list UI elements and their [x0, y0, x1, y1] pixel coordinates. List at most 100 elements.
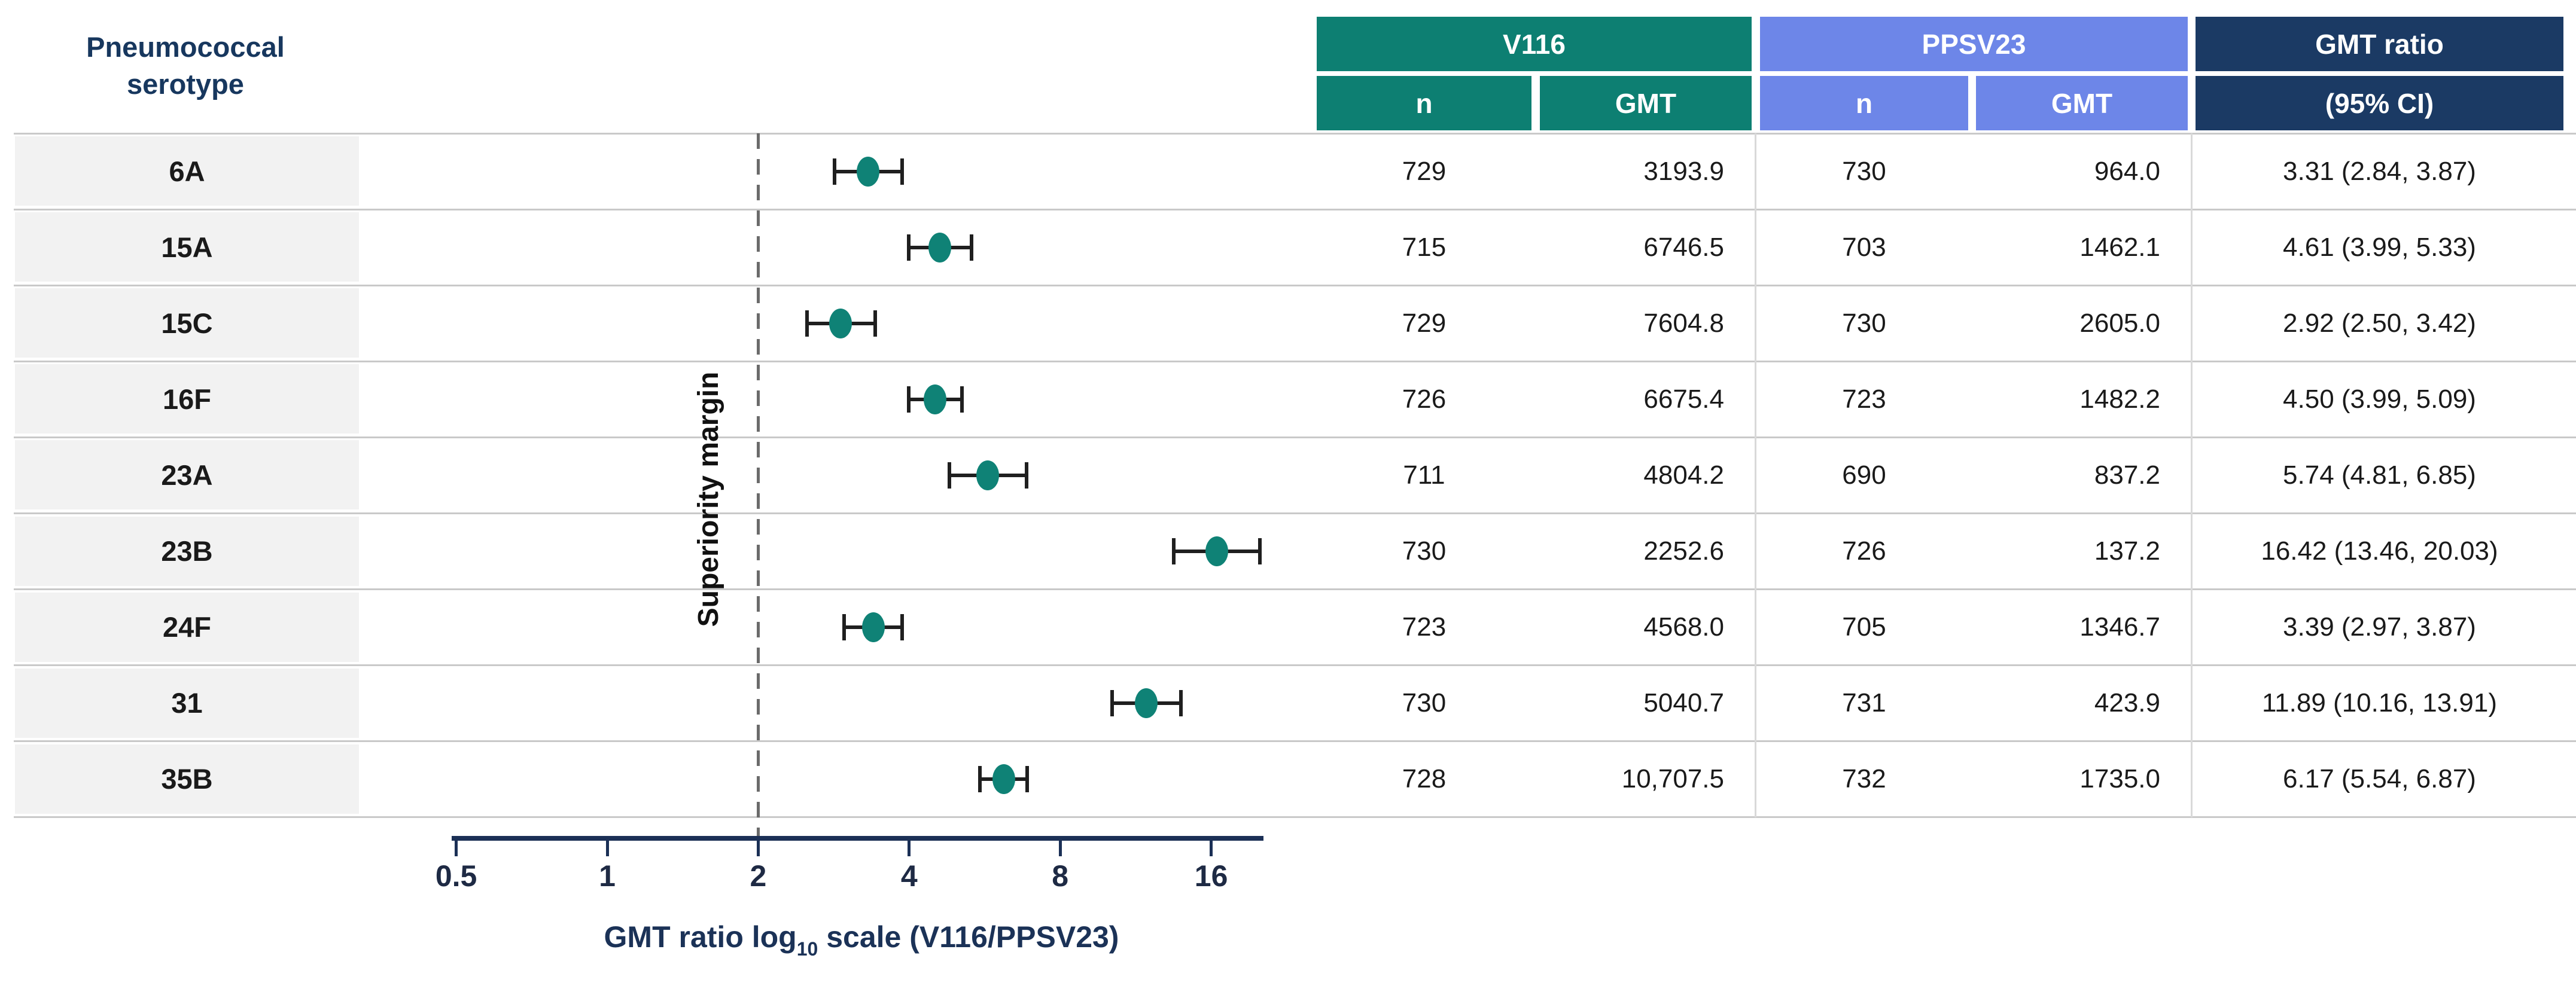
x-axis-tick-label: 2	[750, 859, 767, 893]
ci-cap-low	[947, 462, 951, 489]
gmt-ratio-point	[976, 460, 1000, 490]
table-cell-v116-gmt: 10,707.5	[1621, 764, 1724, 794]
x-axis-tick	[1058, 841, 1062, 856]
ci-cap-high	[873, 310, 877, 337]
gmt-ratio-point	[861, 612, 885, 643]
subheader-ppsv23-gmt: GMT	[1976, 76, 2188, 130]
x-axis-title-subscript: 10	[796, 938, 818, 960]
table-cell-ppsv23-gmt: 964.0	[2094, 156, 2160, 186]
x-axis-tick	[455, 841, 458, 856]
table-cell-v116-n: 726	[1402, 384, 1447, 414]
column-separator	[1755, 133, 1756, 817]
x-axis-tick	[1210, 841, 1213, 856]
row-gridline	[14, 816, 2576, 819]
ci-cap-low	[906, 386, 911, 413]
table-cell-ppsv23-gmt: 1346.7	[2079, 612, 2160, 642]
serotype-label: 15A	[15, 212, 359, 282]
ci-cap-low	[842, 614, 847, 641]
table-cell-v116-gmt: 4568.0	[1643, 612, 1724, 642]
gmt-ratio-point	[856, 156, 879, 187]
serotype-label: 16F	[15, 364, 359, 434]
table-cell-v116-n: 728	[1402, 764, 1447, 794]
subheader-v116-n: n	[1317, 76, 1531, 130]
x-axis-tick-label: 0.5	[435, 859, 477, 893]
table-cell-ppsv23-gmt: 1735.0	[2079, 764, 2160, 794]
table-cell-ppsv23-n: 726	[1842, 536, 1886, 566]
table-cell-ppsv23-n: 703	[1842, 232, 1886, 262]
subheader-ppsv23-n: n	[1760, 76, 1968, 130]
row-gridline	[14, 740, 2576, 743]
ci-cap-high	[1025, 766, 1029, 793]
ci-cap-low	[906, 234, 911, 261]
table-cell-ratio-text: 2.92 (2.50, 3.42)	[2283, 308, 2476, 338]
table-cell-v116-gmt: 3193.9	[1643, 156, 1724, 186]
table-cell-ratio-text: 5.74 (4.81, 6.85)	[2283, 460, 2476, 490]
table-cell-v116-n: 730	[1402, 688, 1447, 718]
serotype-label: 6A	[15, 136, 359, 206]
ci-cap-high	[1258, 538, 1262, 565]
row-gridline	[14, 664, 2576, 667]
ci-cap-low	[978, 766, 982, 793]
table-cell-ppsv23-gmt: 2605.0	[2079, 308, 2160, 338]
x-axis-tick	[756, 841, 760, 856]
table-cell-v116-n: 715	[1402, 232, 1447, 262]
gmt-ratio-point	[1205, 536, 1229, 567]
table-cell-ratio-text: 16.42 (13.46, 20.03)	[2261, 536, 2498, 566]
serotype-label: 23B	[15, 516, 359, 586]
table-cell-v116-gmt: 6746.5	[1643, 232, 1724, 262]
ci-cap-low	[805, 310, 809, 337]
row-gridline	[14, 284, 2576, 286]
table-cell-v116-gmt: 2252.6	[1643, 536, 1724, 566]
ci-cap-high	[970, 234, 974, 261]
ci-cap-high	[960, 386, 964, 413]
serotype-label: 15C	[15, 288, 359, 358]
table-cell-ppsv23-n: 705	[1842, 612, 1886, 642]
ci-cap-low	[833, 158, 837, 185]
x-axis-tick	[605, 841, 609, 856]
ci-cap-high	[1024, 462, 1028, 489]
table-cell-ratio-text: 6.17 (5.54, 6.87)	[2283, 764, 2476, 794]
x-axis-tick-label: 4	[900, 859, 918, 893]
table-cell-ppsv23-gmt: 837.2	[2094, 460, 2160, 490]
x-axis-tick	[908, 841, 911, 856]
table-cell-v116-n: 711	[1403, 460, 1445, 490]
serotype-label: 23A	[15, 440, 359, 510]
row-gridline	[14, 588, 2576, 591]
superiority-margin-line	[756, 133, 760, 838]
group-header-gmt-ratio: GMT ratio	[2196, 17, 2563, 71]
ci-cap-low	[1171, 538, 1176, 565]
table-cell-ratio-text: 4.50 (3.99, 5.09)	[2283, 384, 2476, 414]
table-cell-ratio-text: 3.39 (2.97, 3.87)	[2283, 612, 2476, 642]
table-cell-v116-n: 723	[1402, 612, 1447, 642]
table-cell-v116-n: 729	[1402, 156, 1447, 186]
serotype-label: 24F	[15, 592, 359, 662]
row-gridline	[14, 436, 2576, 438]
table-cell-ppsv23-n: 731	[1842, 688, 1886, 718]
x-axis-title: GMT ratio log10 scale (V116/PPSV23)	[479, 920, 1244, 960]
table-cell-ppsv23-gmt: 423.9	[2094, 688, 2160, 718]
group-header-v116: V116	[1317, 17, 1752, 71]
table-cell-v116-gmt: 6675.4	[1643, 384, 1724, 414]
table-cell-ppsv23-gmt: 1482.2	[2079, 384, 2160, 414]
x-axis-tick-label: 8	[1052, 859, 1069, 893]
gmt-ratio-point	[829, 308, 852, 338]
serotype-header-line1: Pneumococcal	[86, 31, 285, 63]
row-gridline	[14, 132, 2576, 135]
serotype-column-header: Pneumococcal serotype	[24, 29, 347, 103]
table-cell-v116-n: 730	[1402, 536, 1447, 566]
table-cell-ratio-text: 3.31 (2.84, 3.87)	[2283, 156, 2476, 186]
gmt-ratio-point	[928, 232, 952, 263]
gmt-ratio-point	[1135, 688, 1158, 719]
table-cell-ppsv23-n: 730	[1842, 308, 1886, 338]
row-gridline	[14, 512, 2576, 514]
serotype-label: 31	[15, 668, 359, 738]
table-cell-v116-gmt: 4804.2	[1643, 460, 1724, 490]
table-cell-ppsv23-gmt: 1462.1	[2079, 232, 2160, 262]
row-gridline	[14, 360, 2576, 362]
column-separator	[2191, 133, 2193, 817]
superiority-margin-text: Superiority margin	[693, 371, 724, 627]
x-axis-title-pre: GMT ratio log	[604, 920, 797, 954]
subheader-v116-gmt: GMT	[1540, 76, 1752, 130]
table-cell-ppsv23-gmt: 137.2	[2094, 536, 2160, 566]
